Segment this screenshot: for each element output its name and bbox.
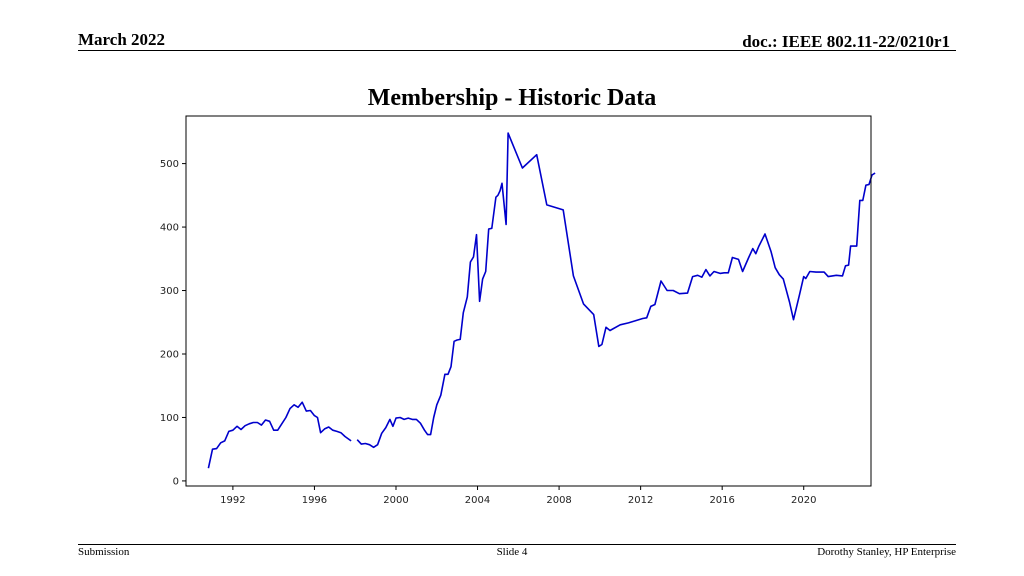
y-tick-label: 300 <box>160 286 179 297</box>
header-divider <box>78 50 956 51</box>
header-date: March 2022 <box>78 30 166 49</box>
footer-submission: Submission <box>78 546 130 558</box>
x-tick-label: 2000 <box>383 495 408 506</box>
x-tick-label: 2020 <box>791 495 816 506</box>
x-tick-label: 2012 <box>628 495 653 506</box>
membership-series-line <box>207 401 352 469</box>
y-tick-label: 100 <box>160 413 179 424</box>
footer-divider <box>78 544 956 545</box>
x-tick-label: 1992 <box>220 495 245 506</box>
y-tick-label: 0 <box>173 476 179 487</box>
x-tick-label: 2008 <box>546 495 571 506</box>
y-tick-label: 200 <box>160 349 179 360</box>
chart-title: Membership - Historic Data <box>367 85 657 111</box>
footer-slide-number: Slide 4 <box>496 546 528 558</box>
plot-frame <box>185 115 872 487</box>
footer-author: Dorothy Stanley, HP Enterprise <box>817 546 956 558</box>
y-tick-label: 400 <box>160 223 179 234</box>
x-tick-label: 2016 <box>709 495 734 506</box>
x-tick-label: 2004 <box>465 495 490 506</box>
header-document-id: doc.: IEEE 802.11-22/0210r1 <box>742 32 950 51</box>
series-lines <box>207 132 876 469</box>
y-tick-label: 500 <box>160 159 179 170</box>
membership-series-line <box>356 132 876 449</box>
axis-ticks: 1992 1996 2000 2004 2008 2012 2016 2020 0 100 200 3… <box>160 159 817 506</box>
x-tick-label: 1996 <box>302 495 327 506</box>
